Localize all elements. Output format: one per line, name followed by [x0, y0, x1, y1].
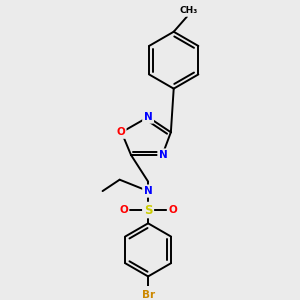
Text: S: S: [144, 203, 152, 217]
Text: N: N: [159, 150, 168, 160]
Text: O: O: [119, 205, 128, 215]
Text: N: N: [144, 112, 152, 122]
Text: Br: Br: [142, 290, 155, 300]
Text: CH₃: CH₃: [180, 6, 198, 15]
Text: O: O: [168, 205, 177, 215]
Text: N: N: [144, 186, 152, 196]
Text: O: O: [116, 127, 125, 137]
